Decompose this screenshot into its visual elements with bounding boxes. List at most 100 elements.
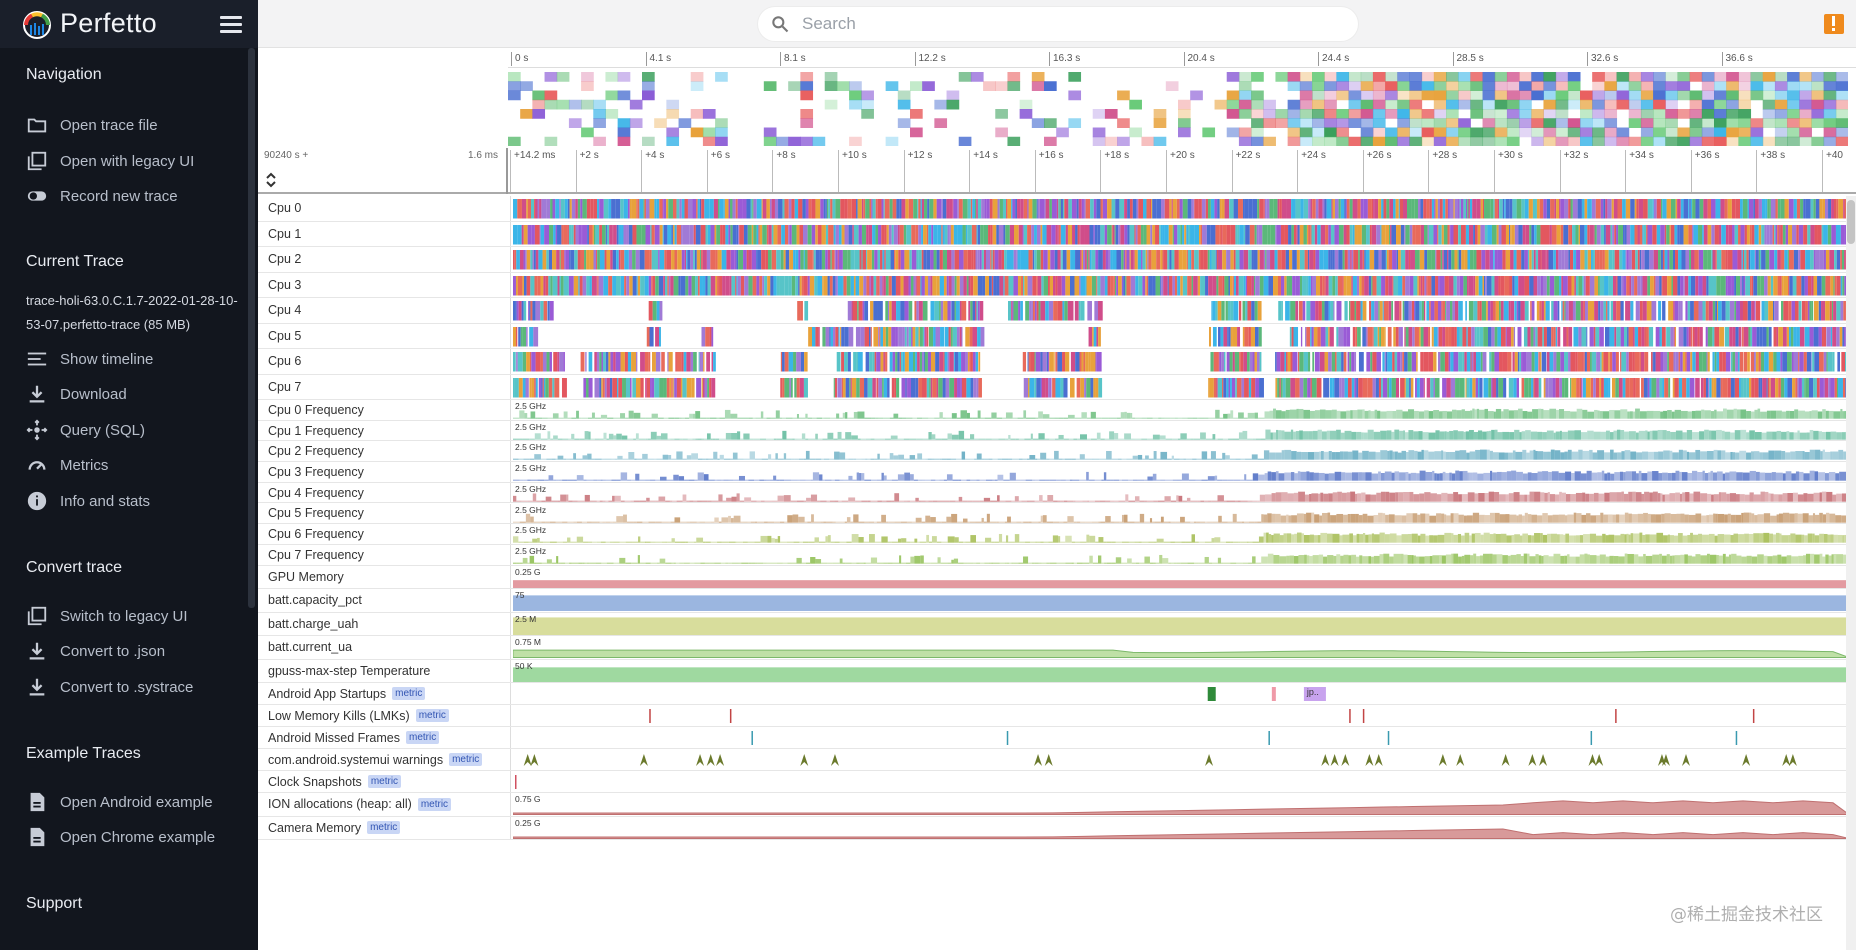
track-canvas[interactable] [510,727,1848,749]
track-row[interactable]: Clock Snapshots metric [258,771,1848,794]
track-row[interactable]: Cpu 2 [258,247,1849,273]
track-row[interactable]: Cpu 6 Frequency 2.5 GHz [258,524,1849,545]
track-row[interactable]: Cpu 3 [258,272,1849,298]
sidebar-item-open-trace-file[interactable]: Open trace file [26,113,246,137]
track-canvas[interactable]: 2.5 GHz [510,482,1849,503]
track-canvas[interactable]: 50 K [510,659,1849,683]
sidebar-item-open-android-example[interactable]: Open Android example [26,790,246,814]
track-row[interactable]: gpuss-max-step Temperature 50 K [258,659,1849,684]
track-canvas[interactable]: 0.25 G [510,565,1849,589]
track-canvas[interactable] [510,196,1849,221]
sidebar: Perfetto Navigation Open trace file Open… [0,0,258,950]
track-scale-label: 2.5 GHz [515,421,547,432]
track-canvas[interactable]: 0.25 G [510,816,1849,840]
track-row[interactable]: batt.capacity_pct 75 [258,589,1849,613]
track-name: Cpu 5 [268,324,301,349]
track-row[interactable]: batt.current_ua 0.75 M [258,636,1849,660]
track-canvas[interactable]: 75 [510,589,1849,612]
track-canvas[interactable]: 2.5 GHz [510,462,1849,482]
track-row[interactable]: Android Missed Frames metric [258,727,1848,750]
track-row[interactable]: Cpu 0 [258,196,1849,222]
omnibox[interactable] [758,7,1358,41]
track-canvas[interactable] [510,749,1848,771]
sidebar-item-record-new-trace[interactable]: Record new trace [26,184,246,208]
track-canvas[interactable]: 0.75 M [510,636,1849,659]
track-row[interactable]: batt.charge_uah 2.5 M [258,612,1849,637]
track-canvas[interactable] [510,323,1849,348]
sidebar-item-open-legacy-ui[interactable]: Open with legacy UI [26,149,246,173]
hamburger-menu-icon[interactable] [220,16,242,33]
track-canvas[interactable]: 2.5 GHz [510,400,1849,420]
search-input[interactable] [802,13,1342,35]
track-canvas[interactable]: 2.5 M [510,612,1849,636]
track-canvas[interactable]: jp.. [510,683,1848,705]
track-graph [513,352,1849,372]
track-row[interactable]: Cpu 4 [258,298,1849,324]
track-canvas[interactable] [510,298,1849,323]
track-name: Android Missed Frames metric [268,727,440,748]
sidebar-item-label: Show timeline [60,350,154,368]
sidebar-item-label: Info and stats [60,492,151,510]
sidebar-section-navigation: Navigation [26,66,102,83]
track-row[interactable]: Cpu 3 Frequency 2.5 GHz [258,462,1849,483]
track-row[interactable]: Camera Memory metric 0.25 G [258,816,1849,841]
track-canvas[interactable] [510,771,1848,793]
track-canvas[interactable]: 2.5 GHz [510,503,1849,524]
track-canvas[interactable] [510,247,1849,272]
track-row[interactable]: Cpu 1 [258,221,1849,247]
overview-tick-label: 36.6 s [1721,52,1753,66]
track-canvas[interactable] [510,374,1849,399]
sidebar-item-metrics[interactable]: Metrics [26,453,246,477]
overview-timeline[interactable]: 0 s 4.1 s 8.1 s 12.2 s 16.3 s 20.4 s 24.4 s 28.… [258,48,1856,148]
track-name-label: Camera Memory [268,820,362,835]
track-row[interactable]: Android App Startups metric jp.. [258,683,1848,706]
time-axis[interactable]: 90240 s + 1.6 ms +14.2 ms +2 s +4 s +6 s +8 … [258,148,1856,194]
overview-heatmap[interactable] [508,72,1848,146]
trace-file-name: trace-holi-63.0.C.1.7-2022-01-28-10-53-0… [26,293,238,332]
expand-collapse-icon[interactable] [264,170,278,190]
track-name: Cpu 3 Frequency [268,462,364,482]
sidebar-item-download[interactable]: Download [26,382,246,406]
track-graph [513,199,1849,219]
sidebar-item-convert-systrace[interactable]: Convert to .systrace [26,675,246,699]
sidebar-item-show-timeline[interactable]: Show timeline [26,347,246,371]
search-icon [772,16,789,33]
track-name: com.android.systemui warnings metric [268,749,483,770]
track-row[interactable]: com.android.systemui warnings metric [258,749,1848,772]
track-canvas[interactable]: 2.5 GHz [510,524,1849,544]
time-tick-label: +28 s [1428,150,1457,192]
time-tick-label: +16 s [1034,150,1064,192]
track-canvas[interactable]: 2.5 GHz [510,544,1849,565]
track-canvas[interactable]: 0.75 G [510,793,1849,816]
track-canvas[interactable]: 2.5 GHz [510,420,1849,441]
time-tick-label: +26 s [1362,150,1392,192]
sidebar-item-convert-json[interactable]: Convert to .json [26,639,246,663]
track-row[interactable]: Cpu 1 Frequency 2.5 GHz [258,420,1849,442]
track-row[interactable]: Cpu 5 [258,323,1849,349]
track-canvas[interactable] [510,349,1849,374]
track-canvas[interactable] [510,272,1849,297]
track-row[interactable]: Cpu 5 Frequency 2.5 GHz [258,503,1849,525]
track-name-label: ION allocations (heap: all) [268,797,412,812]
track-row[interactable]: GPU Memory 0.25 G [258,565,1849,590]
track-row[interactable]: ION allocations (heap: all) metric 0.75 G [258,793,1849,817]
startup-event-label[interactable]: jp.. [1306,687,1319,698]
track-row[interactable]: Low Memory Kills (LMKs) metric [258,705,1848,728]
track-canvas[interactable] [510,705,1848,727]
track-row[interactable]: Cpu 4 Frequency 2.5 GHz [258,482,1849,504]
track-row[interactable]: Cpu 2 Frequency 2.5 GHz [258,441,1849,463]
track-canvas[interactable]: 2.5 GHz [510,441,1849,462]
track-canvas[interactable] [510,221,1849,246]
error-alert-icon[interactable] [1824,14,1844,34]
track-row[interactable]: Cpu 6 [258,349,1849,375]
sidebar-scrollbar[interactable] [248,48,255,608]
sidebar-item-info-stats[interactable]: Info and stats [26,489,246,513]
tracks-scrollbar[interactable] [1846,196,1856,950]
sidebar-item-query-sql[interactable]: Query (SQL) [26,418,246,442]
sidebar-item-open-chrome-example[interactable]: Open Chrome example [26,825,246,849]
track-name-label: batt.capacity_pct [268,593,362,608]
track-row[interactable]: Cpu 7 Frequency 2.5 GHz [258,544,1849,566]
sidebar-item-switch-legacy-ui[interactable]: Switch to legacy UI [26,604,246,628]
track-row[interactable]: Cpu 7 [258,374,1849,400]
track-row[interactable]: Cpu 0 Frequency 2.5 GHz [258,400,1849,421]
